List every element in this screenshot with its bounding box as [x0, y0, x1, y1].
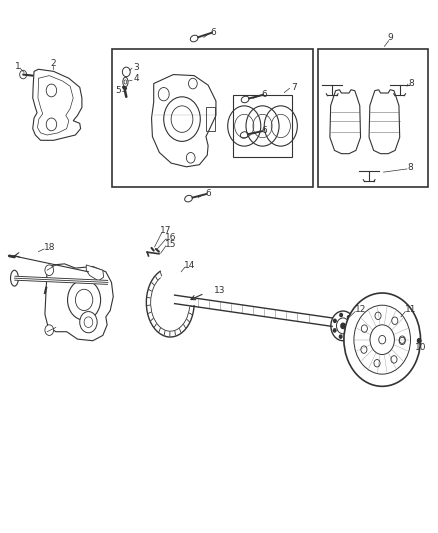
- Polygon shape: [45, 264, 113, 341]
- Text: 17: 17: [160, 227, 171, 236]
- Circle shape: [340, 313, 343, 317]
- Circle shape: [347, 316, 350, 319]
- Circle shape: [351, 324, 353, 327]
- Circle shape: [347, 333, 350, 336]
- Circle shape: [80, 312, 97, 333]
- Text: 5: 5: [115, 86, 121, 95]
- Text: 16: 16: [166, 233, 177, 242]
- Bar: [113, 49, 313, 187]
- Text: 18: 18: [43, 244, 55, 253]
- Text: 4: 4: [134, 74, 139, 83]
- Text: 2: 2: [50, 60, 56, 68]
- Circle shape: [331, 311, 355, 341]
- Text: 14: 14: [184, 261, 195, 270]
- Text: 7: 7: [291, 83, 297, 92]
- Bar: [318, 49, 428, 187]
- Circle shape: [341, 323, 345, 328]
- Text: 13: 13: [214, 286, 226, 295]
- Text: 1: 1: [15, 62, 21, 70]
- Text: 6: 6: [205, 189, 211, 198]
- Circle shape: [334, 319, 336, 322]
- Text: 15: 15: [166, 240, 177, 249]
- Bar: [233, 95, 292, 157]
- Circle shape: [45, 265, 53, 276]
- Circle shape: [417, 338, 421, 343]
- Circle shape: [333, 329, 336, 332]
- Text: 8: 8: [409, 78, 414, 87]
- Circle shape: [344, 293, 420, 386]
- Circle shape: [351, 325, 353, 328]
- Text: 12: 12: [355, 305, 366, 314]
- Ellipse shape: [11, 270, 18, 286]
- Circle shape: [67, 280, 101, 320]
- Text: 6: 6: [211, 28, 216, 37]
- Circle shape: [45, 325, 53, 335]
- Circle shape: [339, 335, 342, 338]
- Text: 8: 8: [408, 164, 413, 172]
- Text: 6: 6: [261, 126, 267, 135]
- Text: 10: 10: [415, 343, 426, 352]
- Text: 6: 6: [261, 90, 267, 99]
- Text: 3: 3: [134, 63, 139, 71]
- Polygon shape: [86, 265, 104, 281]
- Text: 9: 9: [388, 33, 393, 42]
- Text: 11: 11: [405, 305, 416, 314]
